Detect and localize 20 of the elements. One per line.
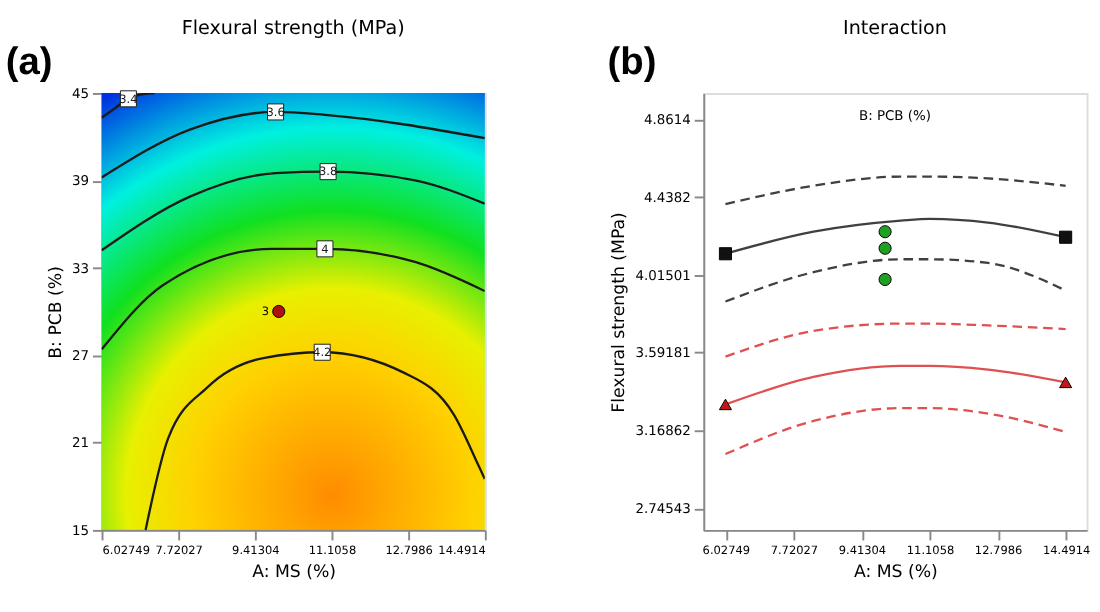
y-axis-title: Flexural strength (MPa) [609, 212, 630, 413]
point [718, 398, 733, 411]
line-series [101, 90, 156, 119]
point [878, 225, 892, 239]
line-series [724, 406, 1067, 456]
x-axis-title: A: MS (%) [252, 562, 337, 583]
text: (b) [607, 41, 657, 84]
line-series [724, 322, 1067, 358]
x-axis-title: A: MS (%) [854, 562, 938, 583]
text: (a) [5, 41, 53, 84]
point [878, 241, 892, 255]
point [718, 247, 733, 261]
chart-title: Flexural strength (MPa) [181, 17, 405, 40]
y-axis-title: B: PCB (%) [46, 266, 67, 359]
line-series [724, 258, 1067, 303]
point [1059, 230, 1073, 244]
chart-title: Interaction [842, 17, 947, 40]
point [878, 272, 892, 287]
point [1059, 376, 1073, 389]
line-series [724, 175, 1067, 206]
